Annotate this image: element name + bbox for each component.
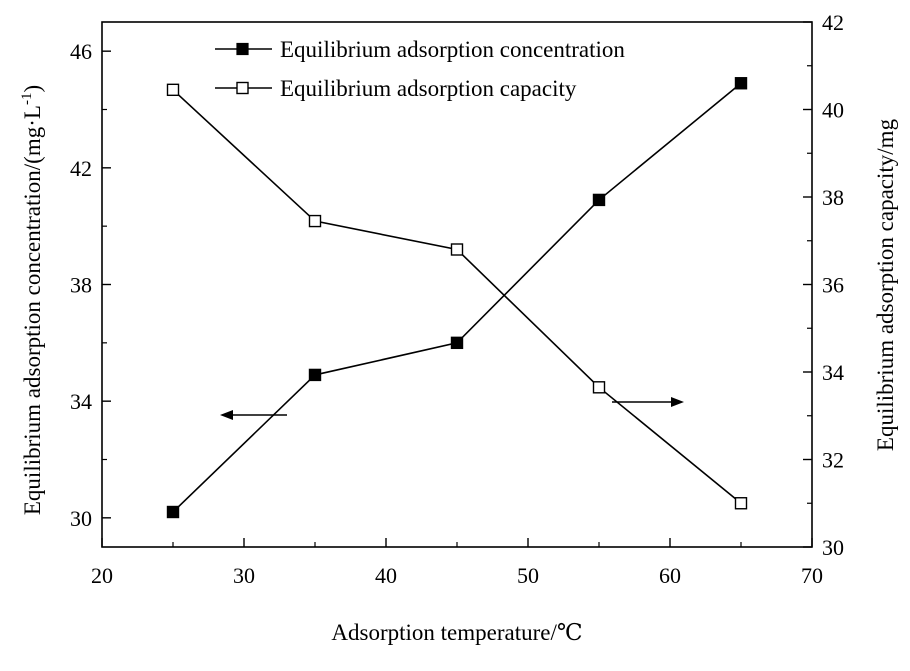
left-y-tick-label: 42 (70, 156, 92, 181)
left-y-axis-title: Equilibrium adsorption concentration/(mg… (19, 85, 45, 515)
right-y-tick-label: 38 (822, 185, 844, 210)
data-point-concentration (166, 505, 180, 519)
legend-marker-filled-square (236, 42, 249, 56)
legend-label-concentration: Equilibrium adsorption concentration (280, 37, 625, 62)
data-point-concentration (734, 77, 748, 90)
series-layer (166, 77, 748, 519)
arrow-left-annotation (220, 410, 287, 420)
x-tick-label: 20 (91, 563, 113, 588)
left-y-axis-title-superscript: -1 (19, 93, 35, 106)
arrow-right-annotation (612, 397, 684, 407)
right-y-axis-title: Equilibrium adsorption capacity/mg (873, 118, 898, 451)
right-y-axis-ticks: 30 32 34 36 38 40 42 (803, 10, 844, 560)
left-y-tick-label: 38 (70, 273, 92, 298)
data-point-capacity (450, 243, 464, 256)
left-y-axis-title-main: Equilibrium adsorption concentration/(mg… (20, 105, 45, 515)
legend-marker-open-square (236, 81, 249, 95)
right-y-tick-label: 40 (822, 98, 844, 123)
right-y-tick-label: 32 (822, 448, 844, 473)
legend-item-concentration: Equilibrium adsorption concentration (215, 37, 625, 62)
x-tick-label: 30 (233, 563, 255, 588)
x-tick-label: 40 (375, 563, 397, 588)
data-point-concentration (308, 368, 322, 382)
data-point-capacity (308, 214, 322, 228)
right-y-tick-label: 34 (822, 360, 844, 385)
data-point-capacity (592, 381, 606, 394)
left-y-tick-label: 46 (70, 39, 92, 64)
legend-item-capacity: Equilibrium adsorption capacity (215, 76, 577, 101)
data-point-capacity (166, 83, 180, 97)
left-y-tick-label: 30 (70, 506, 92, 531)
left-y-axis-ticks: 30 34 38 42 46 (70, 39, 111, 531)
x-axis-title: Adsorption temperature/℃ (331, 620, 582, 645)
x-tick-label: 50 (517, 563, 539, 588)
left-y-axis-title-suffix: ) (20, 85, 45, 93)
x-axis-ticks: 20 30 40 50 60 70 (91, 538, 823, 588)
x-tick-label: 60 (659, 563, 681, 588)
data-point-concentration (592, 193, 606, 207)
right-y-tick-label: 30 (822, 535, 844, 560)
right-y-tick-label: 42 (822, 10, 844, 35)
x-tick-label: 70 (801, 563, 823, 588)
left-y-tick-label: 34 (70, 389, 92, 414)
data-point-capacity (734, 497, 748, 510)
right-y-tick-label: 36 (822, 273, 844, 298)
data-point-concentration (450, 336, 464, 350)
legend: Equilibrium adsorption concentration Equ… (215, 37, 625, 101)
legend-label-capacity: Equilibrium adsorption capacity (280, 76, 577, 101)
